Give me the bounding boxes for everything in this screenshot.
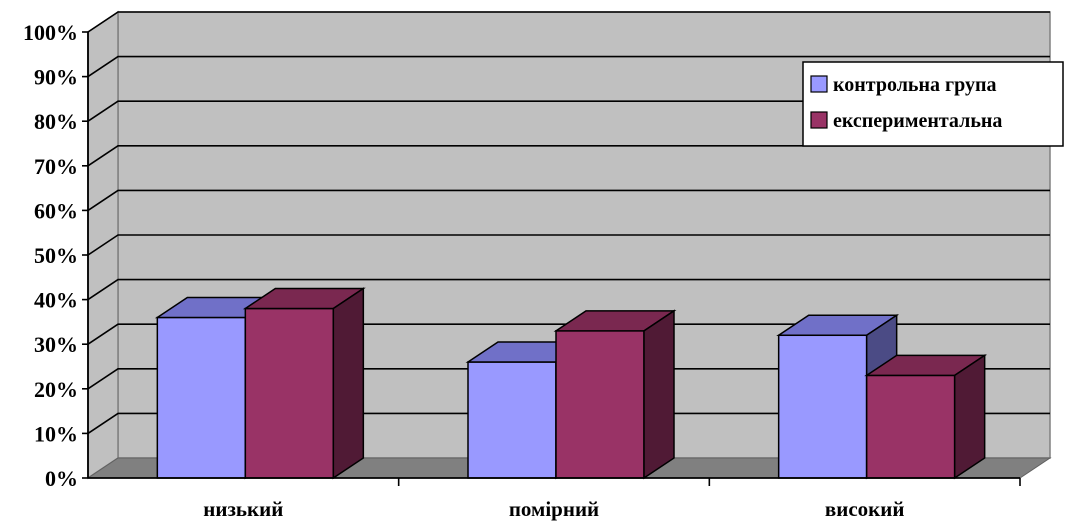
y-tick-label: 30% — [34, 332, 78, 357]
y-tick-label: 10% — [34, 421, 78, 446]
bar-front — [865, 374, 956, 479]
bars — [154, 287, 988, 480]
legend-swatch — [810, 111, 828, 129]
y-tick-label: 100% — [23, 20, 78, 45]
gridline — [87, 278, 1050, 301]
gridline — [87, 367, 1050, 390]
legend-label: експериментальна — [833, 110, 1002, 132]
bar-front — [467, 361, 557, 479]
y-tick-label: 80% — [34, 109, 78, 134]
bar-side — [643, 309, 675, 480]
x-category-label: помірний — [509, 497, 599, 521]
bar-front — [156, 316, 247, 479]
legend: контрольна група експериментальна — [802, 61, 1064, 147]
y-tick-label: 60% — [34, 198, 78, 223]
gridline — [87, 323, 1050, 345]
x-category-label: високий — [825, 497, 905, 521]
legend-box — [802, 61, 1064, 147]
bar-side — [953, 354, 986, 480]
bar — [553, 309, 677, 480]
gridline — [87, 234, 1050, 256]
y-tick-label: 70% — [34, 154, 78, 179]
gridline — [87, 189, 1050, 212]
x-category-label: низький — [203, 497, 283, 521]
gridlines — [87, 11, 1050, 435]
legend-swatch — [810, 75, 828, 93]
y-tick-label: 0% — [45, 466, 78, 491]
bar-side — [332, 287, 365, 480]
y-tick-label: 50% — [34, 243, 78, 268]
x-axis-categories: низький помірний високий — [203, 478, 1021, 521]
y-tick-label: 40% — [34, 288, 78, 313]
legend-label: контрольна група — [833, 74, 997, 96]
bar — [864, 354, 988, 480]
y-tick-label: 20% — [34, 377, 78, 402]
bar-front — [555, 330, 645, 479]
y-tick-label: 90% — [34, 65, 78, 90]
gridline — [87, 412, 1050, 435]
gridline — [87, 55, 1050, 78]
bar-front — [777, 334, 868, 479]
gridline — [87, 11, 1050, 33]
gridline — [87, 100, 1050, 122]
bar — [242, 287, 366, 480]
y-axis-ticks: 0% 10% 20% 30% 40% 50% 60% 70% 80% 90% 100% — [23, 20, 88, 491]
gridline — [87, 145, 1050, 167]
bar-front — [244, 307, 335, 479]
